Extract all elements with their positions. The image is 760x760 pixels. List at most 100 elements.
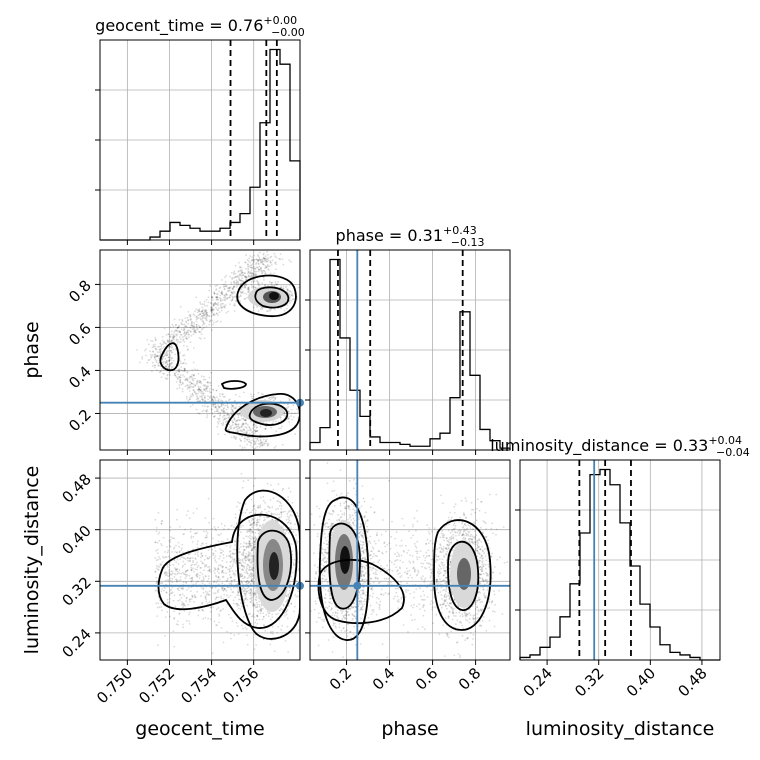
sample-point (202, 409, 205, 412)
sample-point (178, 330, 181, 332)
sample-point (203, 326, 205, 329)
sample-point (215, 405, 217, 408)
sample-point (243, 567, 246, 569)
sample-point (247, 553, 250, 556)
sample-point (175, 569, 178, 572)
sample-point (200, 560, 203, 563)
sample-point (262, 393, 264, 396)
sample-point (248, 592, 251, 594)
sample-point (168, 364, 171, 367)
sample-point (273, 252, 276, 255)
sample-point (231, 424, 234, 426)
sample-point (217, 576, 220, 579)
sample-point (196, 309, 199, 311)
sample-point (249, 552, 252, 555)
sample-point (250, 579, 253, 582)
sample-point (204, 378, 207, 381)
sample-point (158, 539, 161, 542)
sample-point (215, 321, 218, 323)
sample-point (232, 286, 235, 288)
sample-point (161, 555, 164, 558)
sample-point (361, 579, 364, 582)
sample-point (235, 423, 238, 426)
sample-point (258, 529, 261, 531)
sample-point (190, 318, 193, 320)
sample-point (265, 614, 268, 616)
sample-point (248, 568, 251, 571)
sample-point (222, 589, 225, 592)
sample-point (245, 628, 248, 631)
x-tick-label: 0.754 (177, 664, 220, 707)
sample-point (175, 579, 178, 581)
sample-point (190, 598, 193, 600)
sample-point (280, 285, 282, 287)
sample-point (189, 319, 192, 322)
sample-point (205, 542, 208, 545)
sample-point (203, 569, 205, 572)
sample-point (205, 313, 208, 315)
sample-point (169, 526, 172, 528)
sample-point (176, 558, 179, 561)
sample-point (233, 540, 236, 542)
sample-point (257, 391, 260, 394)
sample-point (176, 333, 179, 336)
sample-point (180, 323, 183, 326)
sample-point (207, 617, 210, 620)
sample-point (225, 293, 228, 296)
sample-point (293, 559, 296, 561)
sample-point (235, 436, 238, 439)
sample-point (254, 432, 256, 435)
sample-point (322, 577, 324, 580)
sample-point (347, 518, 349, 521)
sample-point (285, 611, 288, 613)
sample-point (235, 282, 237, 284)
sample-point (288, 589, 291, 592)
sample-point (183, 327, 185, 329)
sample-point (250, 592, 252, 595)
sample-point (156, 355, 158, 357)
sample-point (192, 326, 194, 328)
sample-point (228, 429, 231, 431)
sample-point (208, 315, 210, 317)
sample-point (239, 524, 242, 527)
sample-point (191, 382, 194, 385)
sample-point (238, 412, 241, 414)
sample-point (258, 446, 261, 448)
sample-point (260, 603, 263, 606)
sample-point (275, 263, 278, 266)
sample-point (233, 270, 236, 272)
sample-point (193, 330, 196, 333)
sample-point (287, 651, 290, 653)
sample-point (190, 322, 193, 325)
sample-point (222, 557, 225, 559)
sample-point (217, 575, 220, 578)
sample-point (199, 379, 201, 382)
sample-point (202, 587, 205, 590)
sample-point (173, 372, 176, 375)
sample-point (282, 414, 285, 416)
sample-point (252, 555, 255, 557)
sample-point (251, 578, 254, 580)
sample-point (270, 281, 273, 284)
sample-point (254, 442, 257, 445)
sample-point (255, 625, 257, 628)
sample-point (234, 264, 237, 267)
sample-point (262, 438, 265, 441)
sample-point (204, 310, 207, 312)
sample-point (249, 529, 252, 532)
sample-point (236, 419, 238, 422)
sample-point (229, 286, 232, 289)
sample-point (280, 607, 282, 610)
sample-point (254, 603, 256, 606)
sample-point (176, 508, 179, 511)
sample-point (171, 340, 173, 342)
sample-point (245, 569, 248, 571)
sample-point (236, 602, 239, 605)
sample-point (164, 616, 167, 618)
sample-point (289, 299, 291, 302)
sample-point (196, 400, 199, 403)
sample-point (324, 570, 326, 572)
sample-point (320, 567, 323, 570)
sample-point (182, 587, 185, 590)
sample-point (222, 416, 224, 419)
